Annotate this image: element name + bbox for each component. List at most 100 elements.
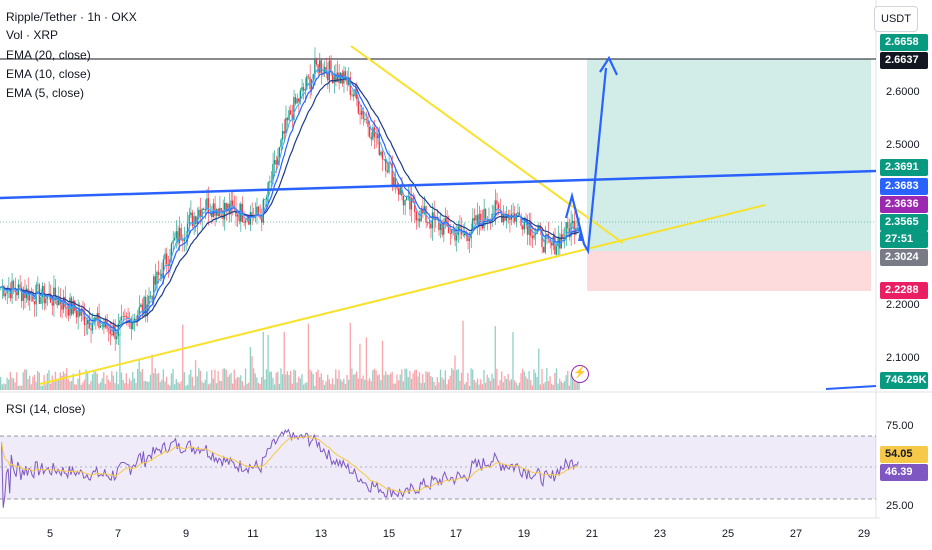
candle-body (385, 159, 387, 171)
candle-body (261, 218, 263, 223)
lightning-icon[interactable]: ⚡ (571, 365, 589, 383)
volume-bar (502, 382, 504, 390)
volume-bar (335, 369, 337, 390)
volume-bar (90, 381, 92, 390)
time-tick: 9 (182, 528, 190, 540)
volume-bar (475, 382, 477, 390)
candle-body (551, 242, 553, 246)
volume-bar (504, 376, 506, 390)
ema-10-legend[interactable]: EMA (10, close) (6, 67, 91, 81)
volume-bar (272, 377, 274, 390)
candle-body (307, 76, 310, 78)
volume-bar (455, 370, 458, 390)
candle-body (314, 59, 316, 75)
rsi-legend[interactable]: RSI (14, close) (6, 402, 86, 416)
volume-bar (573, 381, 575, 390)
candle-body (410, 197, 413, 210)
candle-body (265, 197, 268, 200)
candle-body (285, 118, 287, 134)
ema-20-line[interactable] (0, 78, 580, 327)
volume-bar (380, 380, 382, 390)
candle-body (149, 295, 152, 297)
volume-bar (414, 370, 416, 390)
long-position-stop-zone[interactable] (587, 251, 871, 291)
candle-body (526, 222, 529, 235)
volume-bar (27, 379, 29, 390)
candle-body (120, 316, 123, 321)
volume-bar (423, 382, 426, 390)
candle-body (165, 253, 168, 265)
blue-trendline[interactable] (0, 169, 877, 200)
volume-bar (172, 368, 174, 390)
ema-5-legend[interactable]: EMA (5, close) (6, 86, 85, 100)
volume-bar (19, 385, 21, 390)
volume-bar (112, 375, 115, 390)
volume-legend[interactable]: Vol · XRP (6, 28, 59, 42)
candle-body (132, 320, 134, 329)
volume-bar (230, 372, 232, 390)
volume-bar (391, 371, 393, 390)
volume-bar (402, 381, 405, 390)
candle-body (72, 300, 74, 315)
candle-body (0, 287, 2, 288)
candle-body (388, 162, 390, 173)
candle-body (467, 235, 469, 242)
volume-bar (182, 324, 184, 390)
candle-body (294, 97, 297, 104)
candle-body (523, 220, 525, 230)
volume-bar (174, 384, 176, 390)
candle-body (140, 304, 142, 308)
volume-bar (444, 370, 446, 390)
volume-bar (518, 382, 521, 390)
candle-body (270, 180, 272, 182)
candle-body (365, 118, 368, 120)
candle-body (320, 60, 322, 73)
volume-bar (25, 369, 28, 390)
candle-body (428, 221, 430, 224)
price-badge: 2.3565 (880, 214, 928, 231)
currency-button[interactable]: USDT (874, 6, 918, 32)
long-position-target-zone[interactable] (587, 59, 871, 251)
symbol-title[interactable]: Ripple/Tether · 1h · OKX (6, 10, 137, 24)
volume-trendline[interactable] (825, 385, 877, 390)
price-badge: 2.6637 (880, 52, 928, 69)
time-tick: 7 (114, 528, 122, 540)
candle-body (24, 291, 26, 299)
volume-bar (570, 373, 572, 390)
volume-bar (555, 368, 558, 390)
volume-bar (214, 369, 216, 390)
candle-body (568, 228, 571, 237)
candle-body (520, 216, 522, 226)
volume-bar (235, 378, 237, 390)
candle-body (449, 233, 451, 234)
volume-bar (119, 333, 121, 390)
rsi-ma-line[interactable] (1, 435, 579, 493)
volume-bar (314, 385, 316, 390)
volume-bar (9, 371, 11, 390)
ema-5-line[interactable] (0, 66, 580, 335)
volume-bar (196, 376, 198, 390)
triangle-lower-line[interactable] (39, 204, 766, 385)
volume-bar (438, 382, 440, 390)
candle-body (542, 247, 545, 253)
volume-bar (483, 369, 485, 390)
triangle-upper-line[interactable] (350, 45, 624, 244)
volume-bar (87, 372, 89, 390)
volume-bar (64, 373, 66, 390)
projected-path-line[interactable] (564, 67, 608, 255)
volume-bar (56, 380, 58, 390)
ema-20-legend[interactable]: EMA (20, close) (6, 48, 91, 62)
volume-bar (328, 379, 330, 390)
candle-body (3, 285, 5, 297)
arrow-marker (578, 229, 584, 241)
candle-body (275, 160, 277, 165)
candle-body (206, 198, 208, 209)
volume-bar (162, 369, 165, 390)
volume-bar (481, 384, 484, 390)
volume-bar (441, 377, 443, 390)
candle-body (194, 216, 197, 224)
volume-bar (146, 381, 148, 390)
volume-bar (11, 377, 13, 390)
volume-bar (133, 378, 136, 390)
